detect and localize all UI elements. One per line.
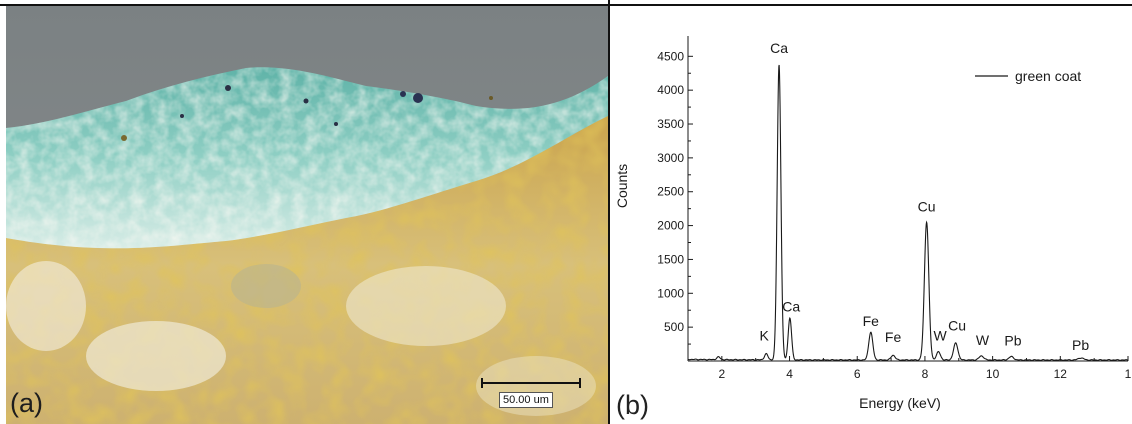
- x-tick-label: 6: [854, 367, 861, 381]
- micrograph-image: [6, 6, 608, 424]
- legend: green coat: [975, 68, 1081, 84]
- x-axis-label: Energy (keV): [859, 395, 941, 411]
- scale-bar-label: 50.00 um: [499, 392, 553, 408]
- x-tick-label: 8: [922, 367, 929, 381]
- micrograph-panel: 50.00 um (a): [6, 6, 608, 424]
- peak-label: Ca: [782, 299, 800, 315]
- peak-label: Pb: [1004, 332, 1021, 348]
- y-tick-label: 1000: [657, 286, 684, 300]
- x-tick-label: 10: [986, 367, 1000, 381]
- axes: [687, 36, 1128, 362]
- eds-chart-panel: 500 1000 1500 2000 2500 3000 3500 4000 4500 2 4 6 8 1…: [610, 6, 1132, 424]
- peak-label: K: [759, 328, 769, 344]
- x-tick-label: 2: [719, 367, 726, 381]
- panel-divider: [608, 0, 610, 424]
- x-tick-label: 1: [1125, 367, 1132, 381]
- y-axis-label: Counts: [614, 164, 630, 208]
- peak-label: W: [934, 328, 948, 344]
- y-tick-label: 1500: [657, 252, 684, 266]
- peak-label: Pb: [1072, 337, 1089, 353]
- scale-bar-cap-left: [481, 378, 483, 388]
- peak-label: Fe: [863, 313, 880, 329]
- scale-bar: 50.00 um: [481, 378, 581, 410]
- y-tick-label: 2000: [657, 219, 684, 233]
- y-tick-label: 3500: [657, 117, 684, 131]
- series-line-green-coat: [687, 64, 1129, 361]
- panel-label-a: (a): [10, 388, 43, 418]
- y-tick-label: 4000: [657, 83, 684, 97]
- peak-label: Ca: [770, 40, 788, 56]
- top-border: [0, 4, 1132, 6]
- y-tick-label: 4500: [657, 49, 684, 63]
- scale-bar-line: [481, 382, 581, 384]
- eds-spectrum-chart: 500 1000 1500 2000 2500 3000 3500 4000 4500 2 4 6 8 1…: [614, 36, 1132, 411]
- ticks: 500 1000 1500 2000 2500 3000 3500 4000 4500 2 4 6 8 1…: [657, 49, 1131, 381]
- panel-label-b: (b): [616, 390, 649, 420]
- y-tick-label: 3000: [657, 151, 684, 165]
- peak-label: W: [976, 332, 990, 348]
- peak-label: Cu: [948, 318, 966, 334]
- scale-bar-cap-right: [579, 378, 581, 388]
- x-tick-label: 4: [786, 367, 793, 381]
- peak-label: Cu: [918, 198, 936, 214]
- peak-label: Fe: [885, 329, 902, 345]
- series-group: [687, 64, 1129, 361]
- y-tick-label: 2500: [657, 185, 684, 199]
- legend-label: green coat: [1015, 68, 1081, 84]
- x-tick-label: 12: [1054, 367, 1068, 381]
- y-tick-label: 500: [664, 320, 684, 334]
